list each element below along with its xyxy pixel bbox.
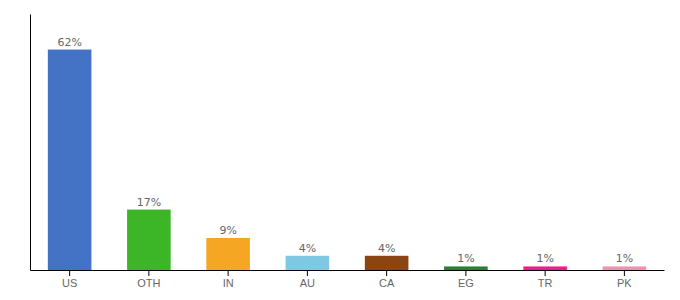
- x-tick-mark: [228, 270, 229, 276]
- bar: [365, 256, 409, 270]
- bar: [603, 266, 647, 270]
- x-tick-mark: [307, 270, 308, 276]
- x-tick: AU: [300, 270, 315, 289]
- data-label: 1%: [616, 252, 633, 265]
- chart-svg: 62% 17% 9% 4% 4% 1% 1% 1% US OTH IN AU CA EG TR PK: [0, 0, 680, 300]
- data-label: 1%: [457, 252, 474, 265]
- data-label: 9%: [219, 224, 236, 237]
- x-tick: IN: [223, 270, 234, 289]
- data-label: 62%: [57, 36, 81, 49]
- x-tick-label: EG: [458, 277, 474, 289]
- x-tick: OTH: [137, 270, 160, 289]
- x-tick-label: TR: [538, 277, 553, 289]
- x-tick-label: OTH: [137, 277, 160, 289]
- x-tick-label: IN: [223, 277, 234, 289]
- bars: [48, 50, 646, 270]
- data-label: 4%: [299, 242, 316, 255]
- x-axis: US OTH IN AU CA EG TR PK: [31, 270, 665, 289]
- bar: [48, 50, 92, 270]
- bar: [206, 238, 250, 270]
- bar: [523, 266, 567, 270]
- bar: [127, 210, 171, 270]
- x-tick-mark: [148, 270, 149, 276]
- x-tick-mark: [69, 270, 70, 276]
- y-axis: [30, 15, 31, 271]
- x-tick-label: AU: [300, 277, 315, 289]
- data-labels: 62% 17% 9% 4% 4% 1% 1% 1%: [57, 36, 633, 266]
- x-tick: CA: [379, 270, 395, 289]
- x-tick-mark: [624, 270, 625, 276]
- x-tick-label: CA: [379, 277, 395, 289]
- data-label: 17%: [137, 196, 161, 209]
- x-tick-label: US: [62, 277, 77, 289]
- data-label: 4%: [378, 242, 395, 255]
- x-tick: EG: [458, 270, 474, 289]
- bar: [444, 266, 488, 270]
- x-tick-label: PK: [617, 277, 632, 289]
- bar: [286, 256, 330, 270]
- x-axis-line: [31, 270, 665, 271]
- plot-area: 62% 17% 9% 4% 4% 1% 1% 1% US OTH IN AU CA EG TR PK: [31, 15, 665, 289]
- x-tick: TR: [538, 270, 553, 289]
- x-tick-mark: [386, 270, 387, 276]
- chart-container: 62% 17% 9% 4% 4% 1% 1% 1% US OTH IN AU CA EG TR PK: [0, 0, 680, 300]
- x-tick: US: [62, 270, 77, 289]
- x-tick-mark: [465, 270, 466, 276]
- data-label: 1%: [536, 252, 553, 265]
- x-tick: PK: [617, 270, 632, 289]
- x-tick-mark: [545, 270, 546, 276]
- y-axis-line: [30, 15, 31, 271]
